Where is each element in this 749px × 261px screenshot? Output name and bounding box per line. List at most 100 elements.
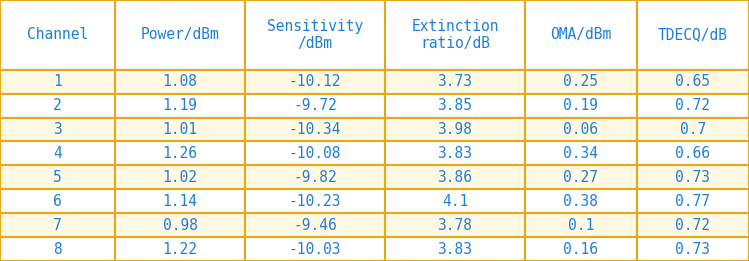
Bar	[0, 237, 115, 261]
Bar	[525, 141, 637, 165]
Bar	[115, 213, 245, 237]
Text: 0.73: 0.73	[676, 241, 711, 257]
Text: 1.01: 1.01	[163, 122, 198, 137]
Text: 0.34: 0.34	[563, 146, 598, 161]
Bar	[115, 94, 245, 117]
Bar	[245, 0, 385, 70]
Text: -10.03: -10.03	[289, 241, 342, 257]
Bar	[385, 117, 525, 141]
Bar	[245, 94, 385, 117]
Bar	[245, 141, 385, 165]
Text: 0.06: 0.06	[563, 122, 598, 137]
Text: 0.27: 0.27	[563, 170, 598, 185]
Text: -9.82: -9.82	[293, 170, 337, 185]
Bar	[0, 189, 115, 213]
Bar	[115, 237, 245, 261]
Text: 0.73: 0.73	[676, 170, 711, 185]
Bar	[115, 117, 245, 141]
Text: OMA/dBm: OMA/dBm	[551, 27, 612, 42]
Bar	[385, 94, 525, 117]
Text: 0.65: 0.65	[676, 74, 711, 89]
Bar	[525, 213, 637, 237]
Text: -9.46: -9.46	[293, 218, 337, 233]
Text: 3.78: 3.78	[437, 218, 473, 233]
Text: -9.72: -9.72	[293, 98, 337, 113]
Text: 0.98: 0.98	[163, 218, 198, 233]
Bar	[525, 189, 637, 213]
Text: 3.83: 3.83	[437, 241, 473, 257]
Text: 3: 3	[53, 122, 62, 137]
Bar	[385, 141, 525, 165]
Bar	[115, 0, 245, 70]
Bar	[385, 70, 525, 94]
Bar	[115, 70, 245, 94]
Bar	[245, 189, 385, 213]
Text: 8: 8	[53, 241, 62, 257]
Bar	[385, 0, 525, 70]
Text: 7: 7	[53, 218, 62, 233]
Bar	[0, 213, 115, 237]
Bar	[637, 94, 749, 117]
Bar	[0, 141, 115, 165]
Text: -10.12: -10.12	[289, 74, 342, 89]
Text: 5: 5	[53, 170, 62, 185]
Text: 4: 4	[53, 146, 62, 161]
Bar	[637, 165, 749, 189]
Text: Sensitivity
/dBm: Sensitivity /dBm	[267, 19, 363, 51]
Bar	[525, 94, 637, 117]
Bar	[385, 237, 525, 261]
Text: 1.22: 1.22	[163, 241, 198, 257]
Bar	[245, 70, 385, 94]
Text: -10.08: -10.08	[289, 146, 342, 161]
Bar	[245, 237, 385, 261]
Text: 1.19: 1.19	[163, 98, 198, 113]
Text: 3.85: 3.85	[437, 98, 473, 113]
Bar	[637, 141, 749, 165]
Text: 0.77: 0.77	[676, 194, 711, 209]
Text: 0.16: 0.16	[563, 241, 598, 257]
Bar	[245, 117, 385, 141]
Text: 3.83: 3.83	[437, 146, 473, 161]
Text: 3.73: 3.73	[437, 74, 473, 89]
Bar	[0, 117, 115, 141]
Text: 4.1: 4.1	[442, 194, 468, 209]
Text: 3.98: 3.98	[437, 122, 473, 137]
Text: 2: 2	[53, 98, 62, 113]
Text: 1.14: 1.14	[163, 194, 198, 209]
Text: 0.7: 0.7	[680, 122, 706, 137]
Text: -10.23: -10.23	[289, 194, 342, 209]
Text: 0.66: 0.66	[676, 146, 711, 161]
Bar	[385, 213, 525, 237]
Bar	[115, 165, 245, 189]
Text: 1: 1	[53, 74, 62, 89]
Text: 1.26: 1.26	[163, 146, 198, 161]
Text: Power/dBm: Power/dBm	[141, 27, 219, 42]
Bar	[637, 70, 749, 94]
Bar	[525, 117, 637, 141]
Bar	[245, 213, 385, 237]
Bar	[0, 0, 115, 70]
Text: Extinction
ratio/dB: Extinction ratio/dB	[411, 19, 499, 51]
Text: 1.08: 1.08	[163, 74, 198, 89]
Bar	[385, 189, 525, 213]
Bar	[525, 70, 637, 94]
Text: 0.72: 0.72	[676, 98, 711, 113]
Bar	[637, 189, 749, 213]
Text: TDECQ/dB: TDECQ/dB	[658, 27, 728, 42]
Bar	[0, 94, 115, 117]
Bar	[637, 213, 749, 237]
Text: 0.19: 0.19	[563, 98, 598, 113]
Text: 0.1: 0.1	[568, 218, 594, 233]
Bar	[637, 237, 749, 261]
Bar	[525, 165, 637, 189]
Bar	[0, 165, 115, 189]
Text: 6: 6	[53, 194, 62, 209]
Text: 0.25: 0.25	[563, 74, 598, 89]
Bar	[0, 70, 115, 94]
Bar	[637, 0, 749, 70]
Text: 0.72: 0.72	[676, 218, 711, 233]
Text: 3.86: 3.86	[437, 170, 473, 185]
Text: 1.02: 1.02	[163, 170, 198, 185]
Bar	[525, 237, 637, 261]
Text: -10.34: -10.34	[289, 122, 342, 137]
